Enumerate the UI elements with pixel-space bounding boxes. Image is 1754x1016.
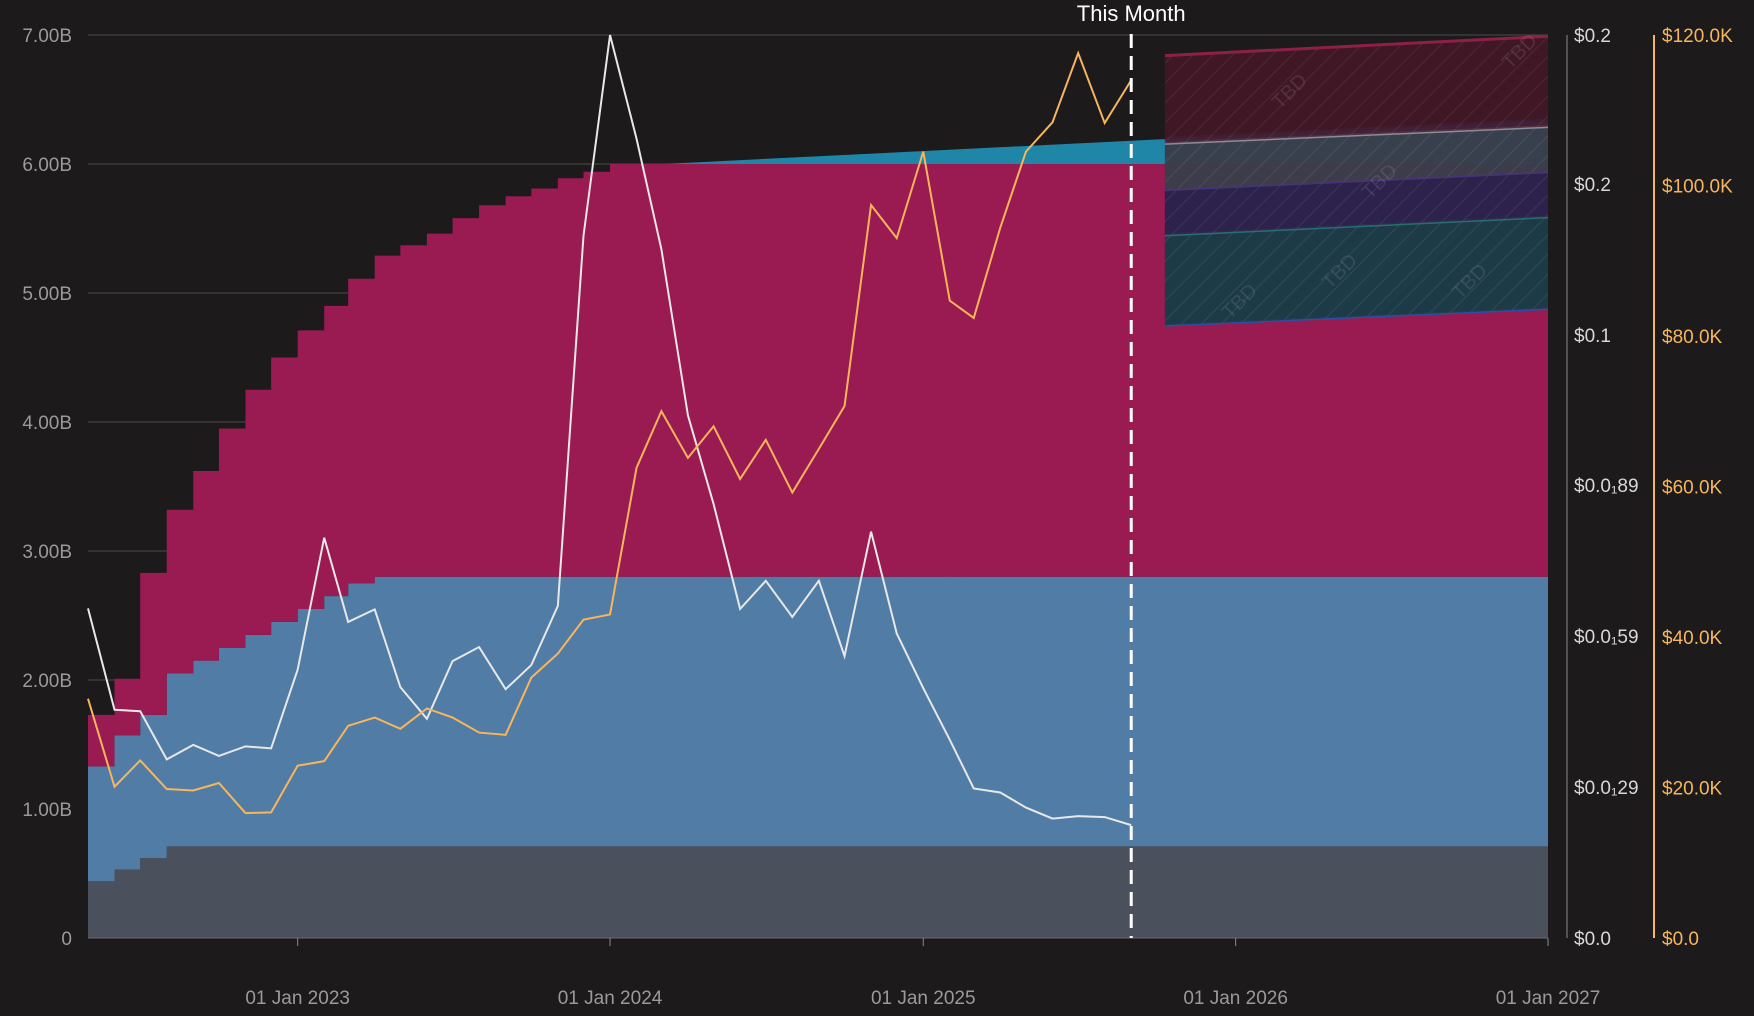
y-left-tick-label: 4.00B	[22, 413, 72, 434]
btc-tick-label: $80.0K	[1662, 327, 1723, 348]
btc-tick-label: $100.0K	[1662, 177, 1733, 198]
btc-tick-label: $60.0K	[1662, 478, 1723, 499]
price-tick-label: $0.2	[1574, 175, 1611, 196]
projected-band-hatch-5	[1164, 36, 1548, 144]
stack-area-1	[88, 846, 1548, 938]
btc-tick-label: $40.0K	[1662, 628, 1723, 649]
y-left-tick-label: 5.00B	[22, 284, 72, 305]
y-left-tick-label: 2.00B	[22, 671, 72, 692]
this-month-marker: This Month	[1077, 1, 1186, 938]
this-month-label: This Month	[1077, 1, 1186, 26]
x-tick-label: 01 Jan 2027	[1496, 988, 1601, 1009]
stack-area-2	[88, 576, 1548, 882]
btc-tick-label: $0.0	[1662, 929, 1699, 950]
price-tick-label: $0.2	[1574, 26, 1611, 47]
price-lines	[87, 34, 1133, 827]
price-tick-label: $0.0₁59	[1574, 627, 1639, 648]
y-left-tick-label: 0	[61, 929, 72, 950]
price-tick-label: $0.1	[1574, 326, 1611, 347]
projected-band-hatch-2	[1164, 216, 1548, 326]
y-left-tick-label: 7.00B	[22, 26, 72, 47]
y-left-tick-label: 3.00B	[22, 542, 72, 563]
y-left-tick-label: 6.00B	[22, 155, 72, 176]
btc-price-line	[87, 50, 1133, 815]
price-tick-label: $0.0₁29	[1574, 778, 1639, 799]
btc-tick-label: $20.0K	[1662, 779, 1723, 800]
x-tick-label: 01 Jan 2025	[871, 988, 976, 1009]
btc-tick-label: $120.0K	[1662, 26, 1733, 47]
projected-bands	[1164, 34, 1549, 327]
projected-band-hatch-3	[1164, 171, 1548, 235]
token-price-line	[87, 34, 1132, 827]
price-tick-label: $0.0₁89	[1574, 476, 1639, 497]
y-left-tick-label: 1.00B	[22, 800, 72, 821]
x-tick-label: 01 Jan 2026	[1183, 988, 1288, 1009]
price-tick-label: $0.0	[1574, 929, 1611, 950]
projected-band-hatch-4	[1164, 126, 1548, 190]
projected-band-top-5	[1164, 34, 1549, 58]
x-tick-label: 01 Jan 2023	[245, 988, 350, 1009]
axes: 0 1.00B 2.00B 3.00B 4.00B 5.00B 6.00B 7.00B 01 J…	[22, 26, 1733, 1009]
x-tick-label: 01 Jan 2024	[558, 988, 663, 1009]
